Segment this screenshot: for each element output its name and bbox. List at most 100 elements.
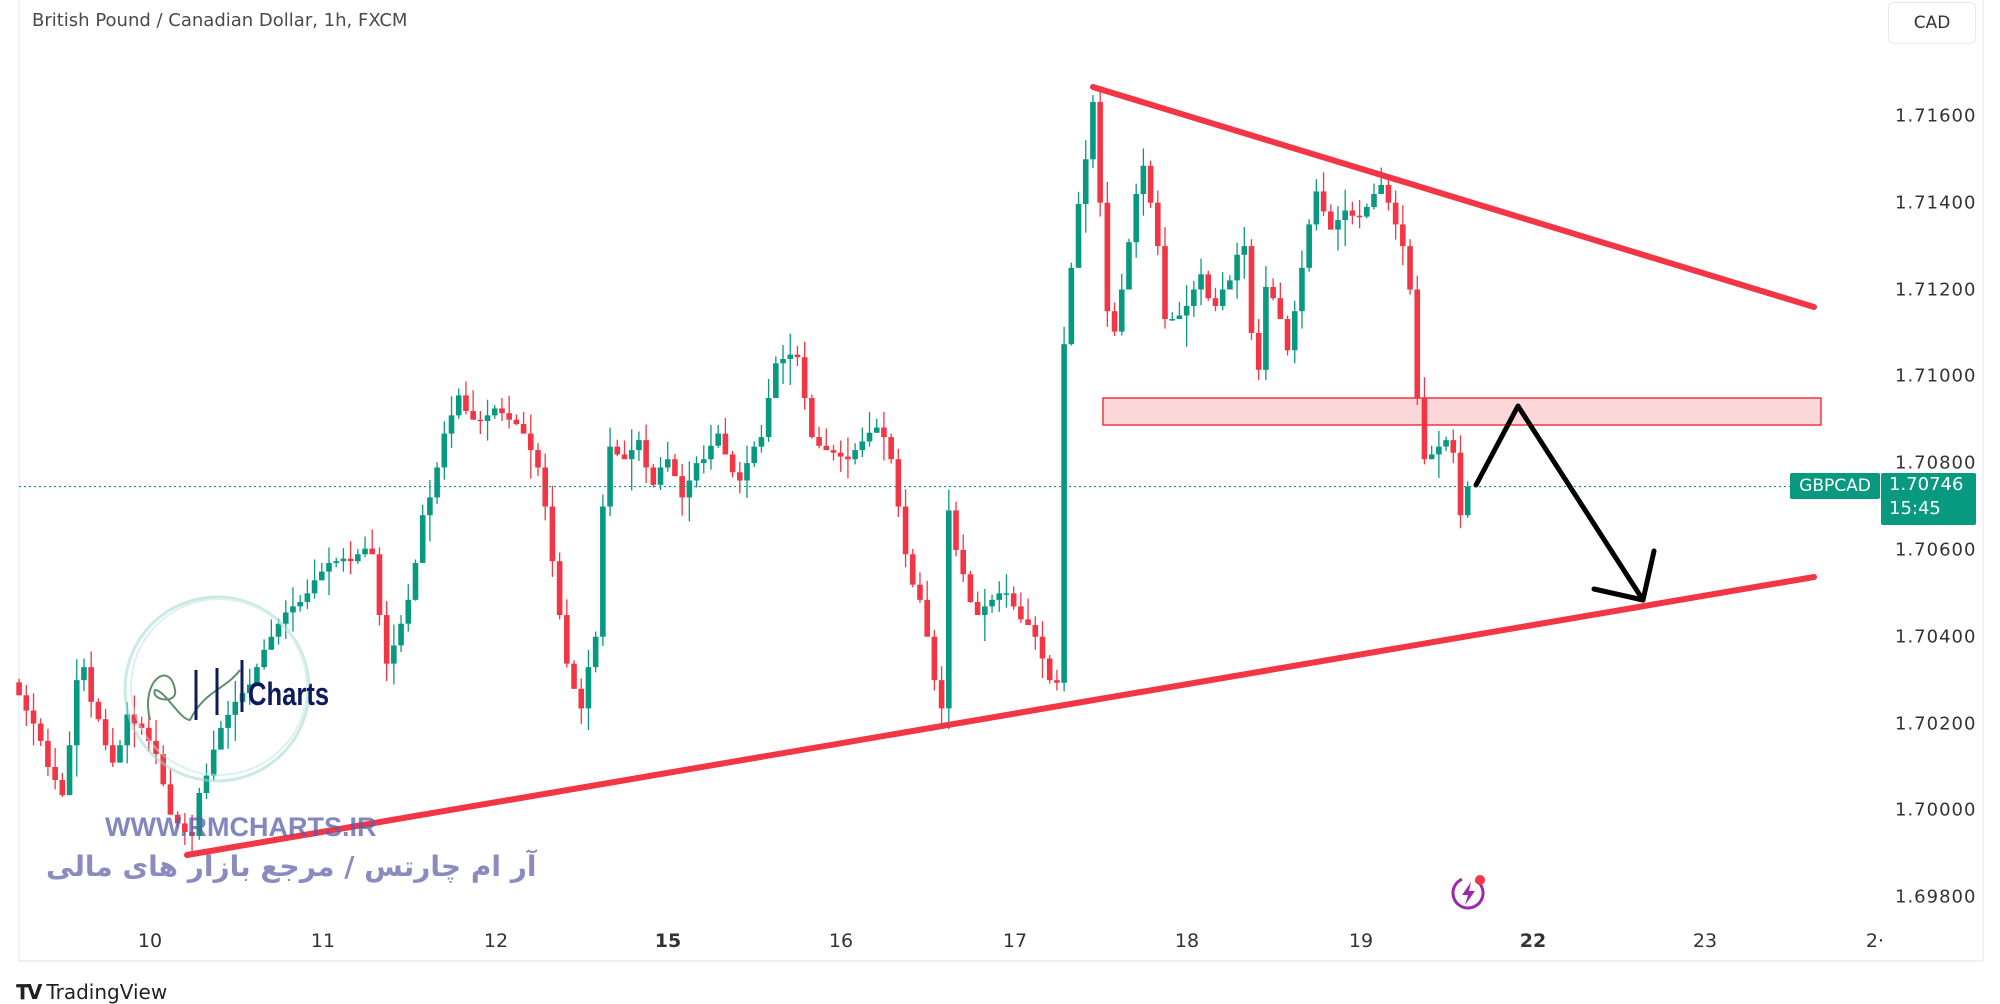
- candle-up: [996, 593, 1003, 600]
- candle-down: [816, 437, 822, 446]
- candle-up: [1198, 274, 1204, 290]
- candle-down: [953, 510, 959, 550]
- arrowhead: [1591, 548, 1657, 603]
- candle-down: [1018, 606, 1024, 620]
- candle-down: [931, 636, 938, 681]
- candle-up: [254, 667, 260, 685]
- watermark-r-stroke: [147, 669, 241, 722]
- candle-down: [16, 682, 22, 696]
- candle-up: [1068, 267, 1075, 345]
- price-tick: 1.71200: [1895, 279, 1977, 301]
- chart-pane[interactable]: [18, 0, 1984, 962]
- currency-button[interactable]: CAD: [1888, 2, 1976, 44]
- candle-down: [23, 695, 30, 711]
- candle-down: [614, 446, 621, 455]
- candle-up: [1140, 165, 1147, 195]
- candle-down: [1356, 215, 1363, 218]
- candle-down: [845, 456, 851, 460]
- candle-up: [1342, 210, 1348, 221]
- candle-down: [881, 427, 887, 438]
- candle-up: [196, 792, 203, 836]
- candle-down: [506, 413, 512, 420]
- watermark-brand: Charts: [248, 676, 330, 712]
- candle-up: [1061, 344, 1067, 683]
- candle-up: [218, 727, 224, 750]
- candle-up: [1241, 246, 1248, 255]
- candle-up: [1291, 311, 1298, 351]
- candle-down: [1450, 440, 1457, 453]
- candle-up: [607, 446, 613, 507]
- candle-down: [1320, 191, 1327, 212]
- candle-up: [441, 433, 448, 468]
- candle-up: [268, 636, 275, 650]
- candle-up: [419, 515, 426, 563]
- price-tick: 1.70600: [1895, 539, 1977, 561]
- candle-up: [866, 432, 873, 442]
- candle-down: [1032, 625, 1039, 637]
- price-tick: 1.71400: [1895, 192, 1977, 214]
- candle-up: [859, 441, 866, 451]
- candle-down: [1327, 211, 1334, 230]
- last-price-label: 1.70746 15:45: [1881, 473, 1976, 525]
- tradingview-logo[interactable]: 𝐓V TradingView: [16, 980, 167, 1004]
- bar-countdown: 15:45: [1889, 498, 1941, 519]
- candle-up: [657, 467, 664, 485]
- candle-up: [1299, 267, 1305, 312]
- candle-down: [182, 823, 188, 833]
- candle-up: [311, 580, 318, 594]
- candle-down: [1277, 298, 1284, 320]
- candle-up: [391, 645, 397, 664]
- tradingview-brand: TradingView: [46, 980, 168, 1004]
- candle-up: [1126, 242, 1132, 290]
- candle-up: [780, 358, 786, 364]
- candle-up: [744, 463, 750, 481]
- candle-up: [715, 433, 721, 446]
- candle-up: [686, 480, 693, 498]
- candle-up: [455, 395, 462, 416]
- candle-down: [801, 357, 808, 399]
- candle-down: [549, 506, 556, 562]
- candle-down: [1212, 298, 1219, 306]
- candle-down: [571, 663, 577, 689]
- candle-down: [1284, 319, 1291, 351]
- candle-down: [729, 454, 736, 473]
- candle-up: [1371, 194, 1377, 208]
- candle-down: [499, 408, 505, 414]
- candle-down: [477, 419, 484, 422]
- candle-down: [1414, 289, 1421, 399]
- candle-down: [376, 554, 383, 616]
- candle-down: [1248, 246, 1255, 333]
- candle-up: [1263, 286, 1269, 370]
- candle-down: [1270, 286, 1276, 299]
- candle-down: [643, 440, 649, 468]
- lightning-icon[interactable]: [1448, 873, 1489, 914]
- candle-up: [81, 667, 87, 681]
- candle-down: [1349, 210, 1356, 216]
- candle-down: [737, 472, 743, 481]
- candle-up: [232, 701, 239, 715]
- candle-up: [333, 561, 340, 563]
- candle-up: [225, 714, 231, 728]
- candle-up: [210, 749, 217, 776]
- candle-up: [261, 649, 267, 668]
- time-tick: 16: [828, 930, 854, 952]
- candle-up: [751, 446, 758, 464]
- time-tick: 10: [137, 930, 163, 952]
- candle-down: [1385, 184, 1392, 203]
- candle-up: [636, 440, 642, 451]
- candle-down: [909, 554, 916, 585]
- candle-down: [1407, 246, 1413, 290]
- candle-up: [290, 606, 296, 613]
- candle-down: [1147, 165, 1154, 203]
- candle-up: [1464, 486, 1471, 516]
- candle-down: [679, 476, 685, 498]
- last-price-value: 1.70746: [1889, 474, 1964, 495]
- candle-down: [1010, 593, 1017, 607]
- candle-down: [37, 723, 44, 741]
- price-tick: 1.69800: [1895, 886, 1977, 908]
- time-tick: 18: [1174, 930, 1200, 952]
- candle-up: [600, 506, 606, 637]
- candle-down: [95, 701, 102, 720]
- candle-down: [369, 548, 376, 555]
